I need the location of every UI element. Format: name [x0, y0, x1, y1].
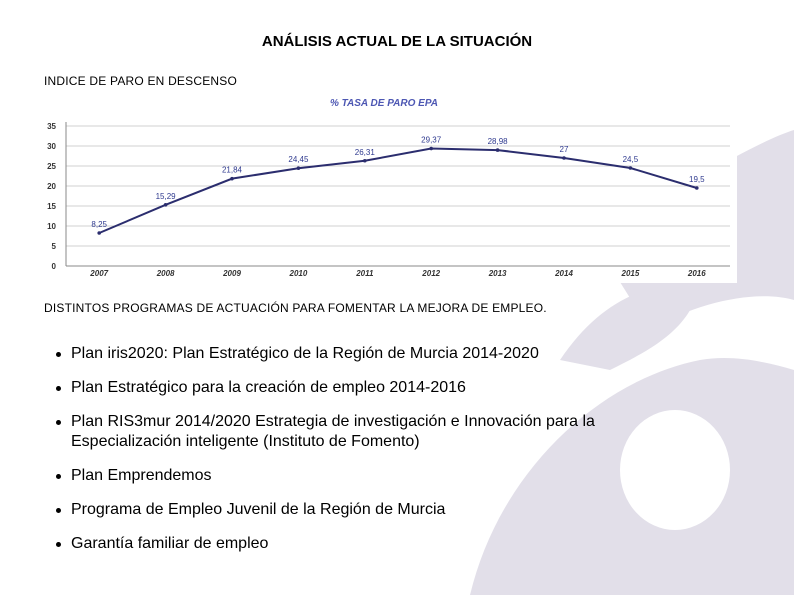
x-tick-label: 2013: [488, 269, 507, 278]
bullet-dot: [56, 420, 61, 425]
list-item: Plan Estratégico para la creación de emp…: [52, 378, 692, 398]
y-tick-label: 5: [52, 242, 57, 251]
x-tick-label: 2016: [687, 269, 706, 278]
y-tick-label: 25: [47, 162, 56, 171]
list-item-text: Plan iris2020: Plan Estratégico de la Re…: [71, 345, 539, 362]
list-item: Garantía familiar de empleo: [52, 534, 692, 554]
list-item-text: Plan Emprendemos: [71, 467, 212, 484]
data-point: [163, 203, 168, 207]
list-item-text: Plan Estratégico para la creación de emp…: [71, 379, 466, 396]
unemployment-line-chart: % TASA DE PARO EPA 0 5 10 15 20 25 30 35 2007 2008…: [40, 93, 737, 283]
x-tick-label: 2015: [621, 269, 640, 278]
bullet-dot: [56, 542, 61, 547]
x-tick-label: 2011: [355, 269, 374, 278]
bullet-dot: [56, 386, 61, 391]
page-title: ANÁLISIS ACTUAL DE LA SITUACIÓN: [261, 33, 533, 50]
data-label: 27: [560, 145, 569, 154]
bullet-dot: [56, 508, 61, 513]
list-item-text: Garantía familiar de empleo: [71, 535, 269, 552]
list-item-text: Programa de Empleo Juvenil de la Región …: [71, 501, 446, 518]
x-tick-label: 2010: [289, 269, 308, 278]
list-item: Plan iris2020: Plan Estratégico de la Re…: [52, 344, 692, 364]
chart-svg: % TASA DE PARO EPA 0 5 10 15 20 25 30 35 2007 2008…: [47, 98, 730, 278]
chart-title: % TASA DE PARO EPA: [330, 98, 438, 109]
data-point: [628, 166, 633, 170]
data-point: [562, 156, 566, 160]
programs-list: Plan iris2020: Plan Estratégico de la Re…: [52, 344, 692, 568]
x-tick-label: 2007: [89, 269, 108, 278]
list-item: Plan RIS3mur 2014/2020 Estrategia de inv…: [52, 412, 692, 452]
data-point: [97, 231, 101, 235]
list-item-text: Plan RIS3mur 2014/2020 Estrategia de inv…: [71, 413, 595, 450]
list-item: Plan Emprendemos: [52, 466, 692, 486]
data-label: 21,84: [222, 166, 243, 175]
data-label: 24,45: [288, 155, 309, 164]
section-heading-programs: DISTINTOS PROGRAMAS DE ACTUACIÓN PARA FO…: [44, 301, 547, 315]
x-tick-label: 2009: [222, 269, 241, 278]
y-tick-label: 35: [47, 122, 56, 131]
bullet-dot: [56, 474, 61, 479]
list-item: Programa de Empleo Juvenil de la Región …: [52, 500, 692, 520]
data-label: 29,37: [421, 136, 442, 145]
y-tick-label: 20: [47, 182, 56, 191]
data-point: [363, 158, 367, 163]
data-point: [429, 146, 434, 151]
data-point: [230, 176, 234, 181]
series-line: [98, 147, 698, 234]
y-tick-label: 0: [52, 262, 57, 271]
data-label: 26,31: [355, 148, 376, 157]
x-tick-label: 2012: [421, 269, 440, 278]
data-point: [695, 186, 699, 190]
y-tick-label: 10: [47, 222, 56, 231]
data-label: 8,25: [91, 220, 107, 229]
data-point: [495, 148, 500, 152]
data-point: [296, 166, 301, 170]
data-label: 24,5: [623, 155, 639, 164]
x-tick-label: 2008: [156, 269, 175, 278]
bullet-dot: [56, 352, 61, 357]
data-label: 28,98: [488, 137, 509, 146]
y-tick-label: 15: [47, 202, 56, 211]
x-tick-label: 2014: [554, 269, 573, 278]
y-tick-label: 30: [47, 142, 56, 151]
data-label: 15,29: [156, 192, 177, 201]
section-heading-unemployment: INDICE DE PARO EN DESCENSO: [44, 74, 238, 88]
data-label: 19,5: [689, 175, 705, 184]
